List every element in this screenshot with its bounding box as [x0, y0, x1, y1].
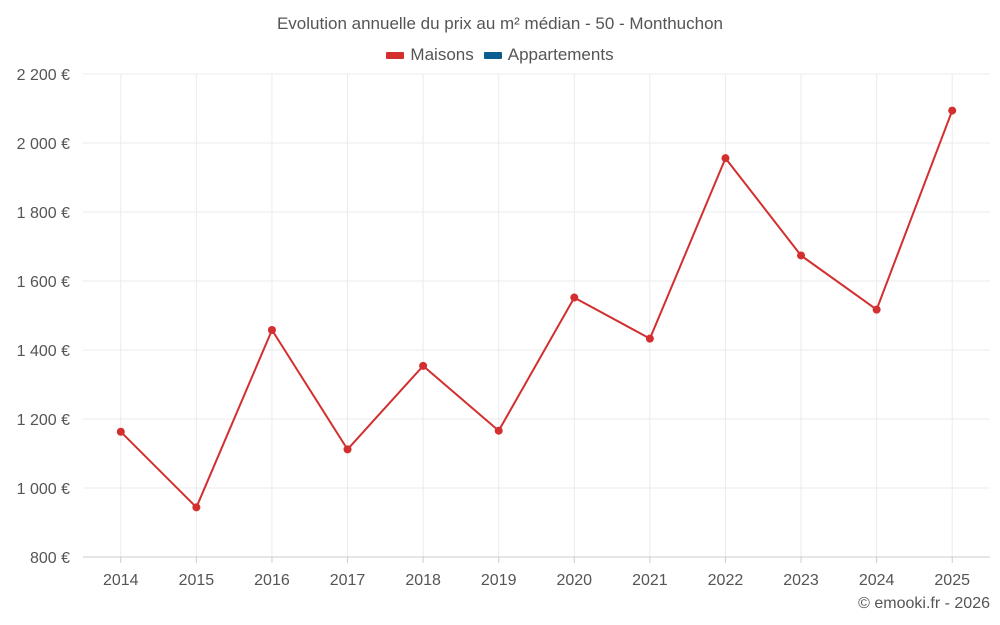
data-point-maisons-2019[interactable] [494, 426, 503, 435]
series-line-maisons [120, 110, 954, 509]
chart-title: Evolution annuelle du prix au m² médian … [276, 14, 724, 33]
y-tick-label: 800 € [30, 550, 70, 567]
data-point-maisons-2016[interactable] [267, 325, 276, 334]
x-tick-label: 2015 [179, 572, 215, 589]
y-tick-label: 2 200 € [17, 67, 70, 84]
x-tick-label: 2019 [481, 572, 517, 589]
data-point-maisons-2014[interactable] [116, 427, 125, 436]
x-tick-label: 2017 [330, 572, 366, 589]
legend-swatch-appartements [483, 51, 502, 59]
x-tick-label: 2023 [783, 572, 819, 589]
data-point-maisons-2020[interactable] [570, 293, 579, 302]
data-point-maisons-2025[interactable] [948, 106, 957, 115]
data-point-maisons-2018[interactable] [419, 361, 428, 370]
y-tick-label: 1 200 € [17, 412, 70, 429]
data-point-maisons-2017[interactable] [343, 445, 352, 454]
data-point-maisons-2021[interactable] [645, 334, 654, 343]
x-tick-label: 2020 [556, 572, 592, 589]
x-tick-label: 2025 [934, 572, 970, 589]
y-tick-label: 1 800 € [17, 205, 70, 222]
x-tick-label: 2024 [859, 572, 895, 589]
x-tick-label: 2022 [708, 572, 744, 589]
y-tick-label: 1 400 € [17, 343, 70, 360]
legend-item-maisons[interactable]: Maisons [386, 45, 474, 65]
legend-item-appartements[interactable]: Appartements [483, 45, 614, 65]
data-point-maisons-2022[interactable] [721, 154, 730, 163]
x-tick-label: 2018 [405, 572, 441, 589]
x-tick-label: 2021 [632, 572, 668, 589]
data-point-maisons-2023[interactable] [797, 251, 806, 260]
legend: Maisons Appartements [0, 45, 1000, 65]
data-point-maisons-2015[interactable] [192, 503, 201, 512]
y-tick-label: 1 600 € [17, 274, 70, 291]
legend-swatch-maisons [386, 51, 405, 59]
y-tick-label: 2 000 € [17, 136, 70, 153]
legend-label-appartements: Appartements [507, 45, 614, 64]
legend-label-maisons: Maisons [410, 45, 474, 64]
x-tick-label: 2016 [254, 572, 290, 589]
watermark: © emooki.fr - 2026 [858, 595, 990, 612]
y-tick-label: 1 000 € [17, 481, 70, 498]
x-tick-label: 2014 [103, 572, 139, 589]
data-point-maisons-2024[interactable] [872, 305, 881, 314]
